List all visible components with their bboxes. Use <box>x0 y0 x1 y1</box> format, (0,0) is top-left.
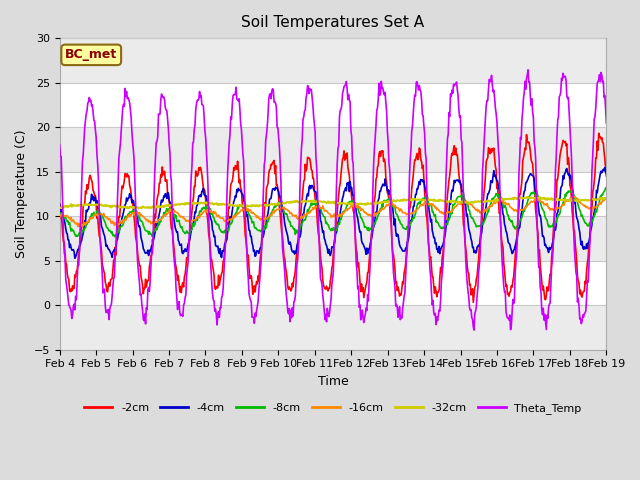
-4cm <box>178 250 186 255</box>
-2cm <box>56 203 63 208</box>
-8cm <box>56 211 63 216</box>
-2cm <box>415 145 423 151</box>
Bar <box>60 83 606 127</box>
Theta_Temp <box>399 300 407 305</box>
Legend: -2cm, -4cm, -8cm, -16cm, -32cm, Theta_Temp: -2cm, -4cm, -8cm, -16cm, -32cm, Theta_Te… <box>80 399 586 419</box>
Bar <box>60 216 606 261</box>
-8cm <box>207 211 215 217</box>
Theta_Temp <box>66 304 74 310</box>
Bar <box>60 305 606 349</box>
-2cm <box>470 300 477 305</box>
-4cm <box>56 201 63 207</box>
Line: -2cm: -2cm <box>60 133 606 302</box>
-4cm <box>601 165 609 170</box>
Line: -16cm: -16cm <box>60 197 606 227</box>
-16cm <box>400 210 408 216</box>
-2cm <box>602 173 610 179</box>
Text: BC_met: BC_met <box>65 48 117 61</box>
-2cm <box>399 281 407 287</box>
Theta_Temp <box>524 67 532 72</box>
-2cm <box>177 290 185 296</box>
-4cm <box>71 255 79 261</box>
X-axis label: Time: Time <box>317 375 348 388</box>
-4cm <box>416 181 424 187</box>
Line: -32cm: -32cm <box>60 197 606 208</box>
-32cm <box>207 201 215 206</box>
Line: -4cm: -4cm <box>60 168 606 258</box>
Line: -8cm: -8cm <box>60 188 606 237</box>
-32cm <box>178 201 186 207</box>
-16cm <box>74 224 82 229</box>
Theta_Temp <box>602 120 610 126</box>
-8cm <box>66 220 74 226</box>
-8cm <box>111 234 119 240</box>
Bar <box>60 261 606 305</box>
-4cm <box>207 216 215 222</box>
Theta_Temp <box>470 327 478 333</box>
-16cm <box>56 214 63 220</box>
Title: Soil Temperatures Set A: Soil Temperatures Set A <box>241 15 424 30</box>
-16cm <box>602 195 610 201</box>
Bar <box>60 127 606 171</box>
Line: Theta_Temp: Theta_Temp <box>60 70 606 330</box>
Y-axis label: Soil Temperature (C): Soil Temperature (C) <box>15 130 28 258</box>
-16cm <box>416 203 424 208</box>
-32cm <box>602 195 610 201</box>
Theta_Temp <box>177 312 185 317</box>
-32cm <box>56 205 63 211</box>
-16cm <box>570 194 577 200</box>
-32cm <box>66 203 74 209</box>
-8cm <box>602 185 609 191</box>
-32cm <box>135 205 143 211</box>
Theta_Temp <box>122 94 130 99</box>
Theta_Temp <box>415 83 423 88</box>
-4cm <box>602 170 610 176</box>
-32cm <box>524 194 531 200</box>
-2cm <box>595 131 603 136</box>
-8cm <box>602 186 610 192</box>
-16cm <box>178 214 186 219</box>
-4cm <box>66 245 74 251</box>
-4cm <box>123 195 131 201</box>
-4cm <box>400 248 408 254</box>
Bar <box>60 38 606 83</box>
-8cm <box>178 224 186 230</box>
Bar <box>60 349 606 394</box>
-16cm <box>207 207 215 213</box>
-32cm <box>400 197 408 203</box>
Bar <box>60 171 606 216</box>
-2cm <box>206 244 214 250</box>
-2cm <box>66 287 74 293</box>
-16cm <box>66 215 74 221</box>
-32cm <box>122 204 130 210</box>
Theta_Temp <box>56 142 63 148</box>
Theta_Temp <box>206 253 214 259</box>
-32cm <box>416 197 424 203</box>
-8cm <box>416 201 424 207</box>
-16cm <box>123 216 131 221</box>
-2cm <box>122 171 130 177</box>
-8cm <box>400 226 408 231</box>
-8cm <box>123 215 131 220</box>
